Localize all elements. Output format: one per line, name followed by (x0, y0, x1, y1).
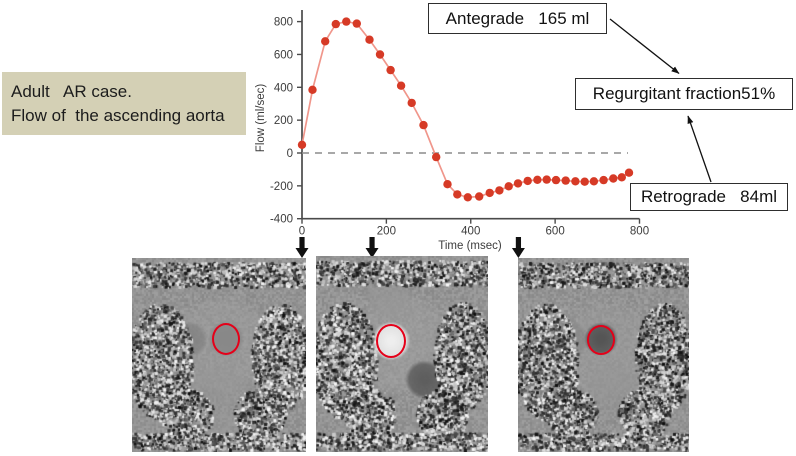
flow-data-point (523, 176, 532, 186)
time-marker-down-arrow (295, 237, 309, 258)
x-tick-label: 800 (630, 226, 649, 238)
case-description-line-2: Flow of the ascending aorta (11, 106, 225, 125)
x-tick-label: 200 (377, 226, 396, 238)
flow-data-point (571, 177, 580, 186)
mri-phase-image-3 (518, 258, 689, 452)
retrograde-to-regurgitant-arrow (687, 115, 712, 183)
flow-data-point (533, 175, 542, 184)
flow-data-point (551, 175, 561, 185)
case-description-box: Adult AR case. Flow of the ascending aor… (2, 72, 246, 135)
flow-data-point (624, 168, 634, 177)
mri-phase-image-2 (316, 256, 488, 452)
flow-data-point (495, 186, 504, 195)
flow-data-point (463, 193, 472, 202)
y-tick-label: 0 (287, 148, 293, 160)
flow-data-point (396, 81, 406, 90)
flow-data-point (617, 173, 626, 182)
aorta-roi-circle-3 (587, 325, 615, 355)
flow-data-point (580, 177, 589, 186)
flow-data-point (407, 98, 416, 108)
time-marker-down-arrow (365, 237, 379, 258)
flow-data-point (297, 140, 307, 149)
y-tick-label: 200 (274, 115, 293, 127)
y-tick-label: 800 (274, 17, 293, 29)
flow-data-point (475, 192, 484, 201)
y-tick-label: 600 (274, 49, 293, 61)
flow-data-point (342, 17, 351, 26)
flow-data-point (419, 120, 428, 130)
flow-data-point (308, 85, 317, 95)
flow-data-point (453, 190, 462, 199)
flow-data-point (443, 180, 452, 189)
regurgitant-fraction-annotation: Regurgitant fraction51% (575, 78, 793, 110)
aorta-roi-circle-1 (212, 323, 240, 355)
flow-data-point (432, 152, 441, 162)
flow-data-point (352, 19, 361, 28)
flow-data-point (599, 175, 608, 185)
aorta-roi-circle-2 (376, 324, 406, 358)
retrograde-volume-annotation: Retrograde 84ml (630, 183, 788, 211)
case-description-line-1: Adult AR case. (11, 82, 132, 101)
x-tick-label: 600 (546, 226, 565, 238)
x-tick-label: 0 (299, 226, 305, 238)
time-marker-down-arrow (511, 237, 525, 258)
x-axis-title: Time (msec) (438, 240, 502, 252)
y-tick-label: -200 (270, 181, 293, 193)
mri-phase-image-1 (132, 258, 306, 452)
flow-data-point (561, 176, 570, 185)
y-tick-label: 400 (274, 82, 293, 94)
antegrade-volume-annotation: Antegrade 165 ml (428, 3, 607, 34)
y-tick-label: -400 (270, 214, 293, 226)
y-axis-title: Flow (ml/sec) (255, 84, 267, 153)
flow-data-point (331, 19, 340, 29)
flow-data-point (513, 179, 523, 188)
flow-data-point (589, 177, 599, 186)
flow-data-point (386, 65, 395, 75)
flow-data-point (485, 188, 494, 198)
flow-data-point (609, 174, 618, 183)
antegrade-to-regurgitant-arrow (609, 18, 680, 75)
flow-data-point (375, 50, 385, 59)
flow-data-point (542, 175, 551, 184)
flow-data-point (321, 37, 330, 46)
flow-data-point (365, 35, 374, 44)
flow-data-point (504, 182, 513, 191)
x-tick-label: 400 (461, 226, 480, 238)
